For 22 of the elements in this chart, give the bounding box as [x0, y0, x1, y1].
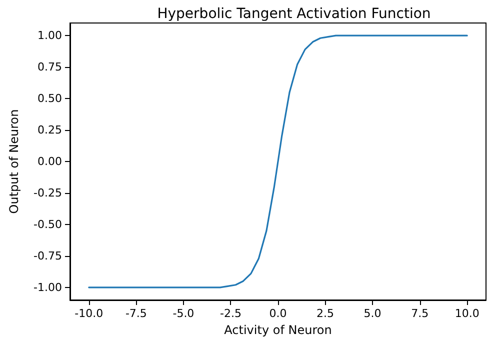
y-tick-label: -1.00 — [34, 280, 62, 294]
x-tick-label: -5.0 — [172, 307, 194, 320]
y-tick-label: 0.00 — [38, 155, 62, 168]
x-tick-label: 0.0 — [269, 307, 287, 320]
y-tick-label: -0.25 — [34, 186, 62, 200]
x-tick-label: 2.5 — [316, 307, 334, 320]
y-axis-title: Output of Neuron — [7, 109, 21, 214]
y-tick-label: -0.75 — [34, 249, 62, 262]
y-tick-label: 1.00 — [38, 29, 62, 42]
x-axis-title: Activity of Neuron — [224, 323, 332, 337]
x-tick-label: 5.0 — [364, 307, 382, 320]
y-tick-label: -0.50 — [34, 218, 62, 231]
chart-title: Hyperbolic Tangent Activation Function — [157, 6, 431, 22]
y-tick-label: 0.50 — [38, 92, 62, 106]
x-tick-label: -2.5 — [220, 307, 242, 320]
x-tick-label: 7.5 — [411, 307, 429, 320]
x-tick-label: 10.0 — [454, 307, 480, 320]
x-tick-label: -10.0 — [74, 307, 104, 320]
x-tick-label: -7.5 — [125, 307, 147, 320]
y-tick-label: 0.25 — [38, 124, 62, 137]
line-series — [88, 34, 468, 288]
y-tick-label: 0.75 — [38, 60, 62, 74]
